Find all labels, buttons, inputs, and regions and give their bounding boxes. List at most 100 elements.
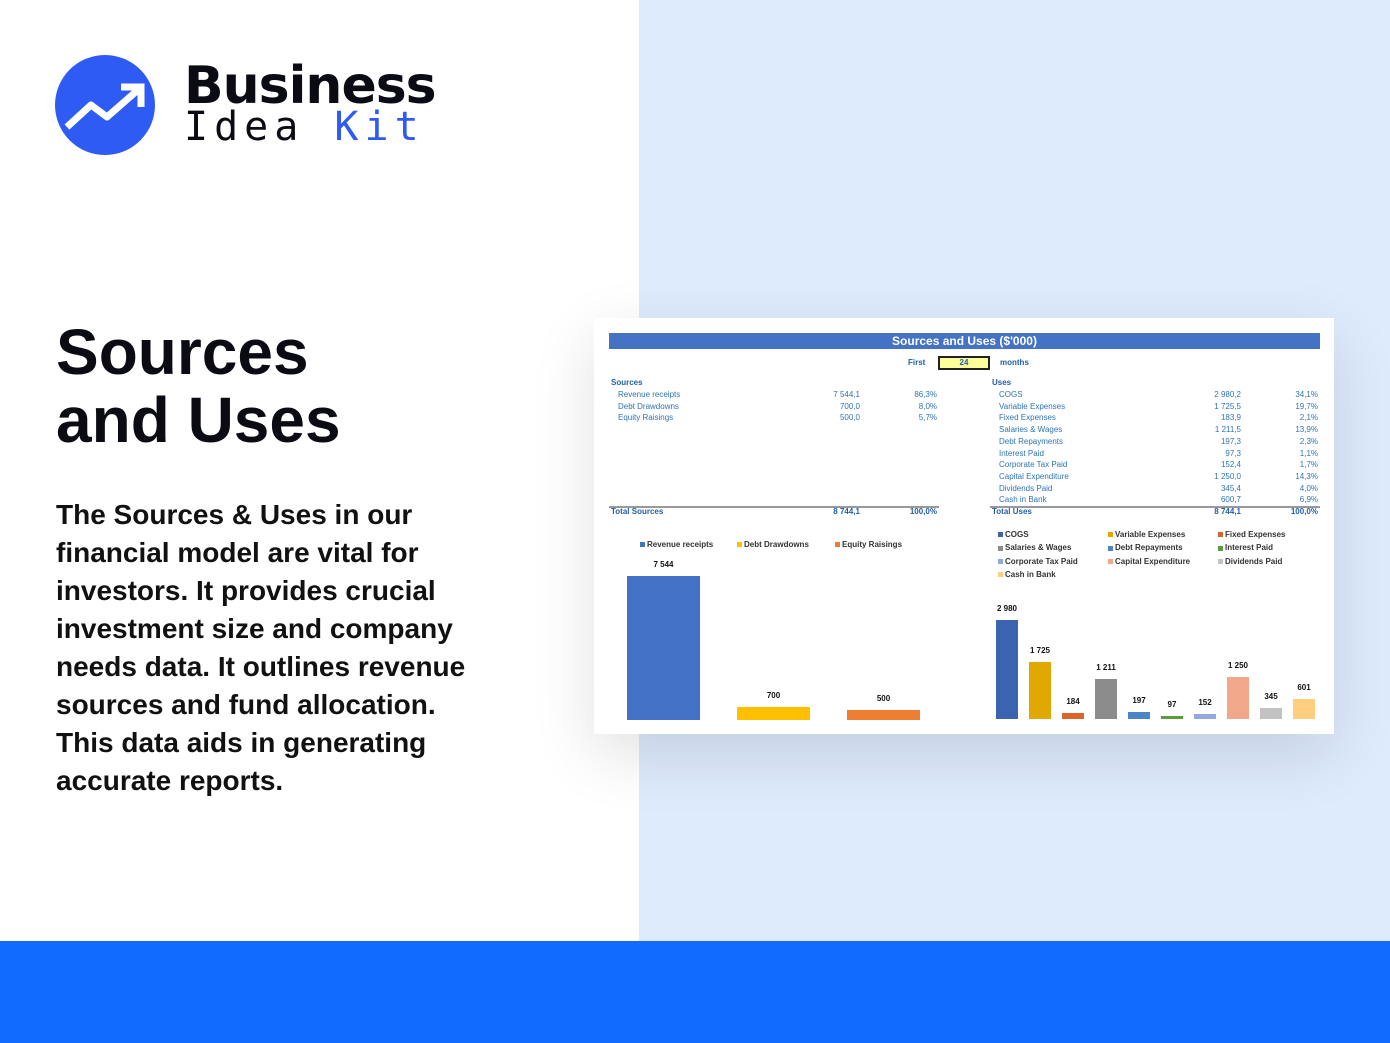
use-row-pct: 2,1% — [1299, 413, 1318, 423]
use-row-pct: 4,0% — [1299, 483, 1318, 493]
total-sources-pct: 100,0% — [909, 507, 937, 516]
bar — [847, 710, 920, 720]
use-row-value: 197,3 — [1220, 436, 1241, 446]
source-row-value: 7 544,1 — [833, 390, 860, 399]
data-label: 601 — [1297, 683, 1311, 693]
logo-chart-icon — [55, 55, 155, 155]
total-sources-label: Total Sources — [611, 507, 664, 516]
legend-label: Dividends Paid — [1225, 556, 1283, 566]
months-label: months — [1000, 358, 1029, 367]
data-label: 345 — [1264, 691, 1278, 701]
use-row-pct: 1,1% — [1299, 448, 1318, 458]
bar — [627, 576, 700, 720]
total-uses-pct: 100,0% — [1290, 507, 1318, 516]
data-label: 197 — [1132, 696, 1146, 706]
legend-item: Variable Expenses — [1108, 530, 1185, 539]
logo-kit: Kit — [334, 104, 425, 150]
spreadsheet-preview: Sources and Uses ($'000) First 24 months… — [594, 318, 1334, 734]
total-sources-value: 8 744,1 — [833, 507, 860, 516]
legend-item: Interest Paid — [1218, 543, 1273, 552]
use-row-label: Dividends Paid — [999, 483, 1053, 493]
legend-label: Variable Expenses — [1115, 530, 1186, 539]
legend-label: Debt Repayments — [1115, 543, 1183, 553]
legend-label: Corporate Tax Paid — [1005, 556, 1078, 566]
logo-idea-kit: Idea Kit — [184, 104, 425, 150]
data-label: 97 — [1167, 699, 1177, 709]
source-row-pct: 86,3% — [914, 390, 937, 399]
use-row-label: Variable Expenses — [999, 401, 1066, 411]
legend-label: Interest Paid — [1225, 543, 1274, 553]
data-label: 2 980 — [996, 604, 1018, 613]
description: The Sources & Uses in our financial mode… — [56, 499, 466, 796]
total-uses-label: Total Uses — [992, 507, 1032, 516]
bar — [996, 620, 1018, 719]
use-row-label: Debt Repayments — [999, 436, 1064, 446]
sheet-header: Sources and Uses ($'000) — [609, 333, 1320, 349]
legend-item: COGS — [998, 530, 1029, 539]
use-row-label: Salaries & Wages — [999, 425, 1063, 435]
use-row-value: 1 211,5 — [1214, 425, 1241, 435]
bar — [1062, 712, 1084, 719]
legend-item: Capital Expenditure — [1108, 557, 1190, 566]
use-row-value: 345,4 — [1220, 483, 1241, 493]
source-row-value: 500,0 — [839, 413, 860, 423]
logo-business: Business — [184, 56, 437, 116]
legend-label: Fixed Expenses — [1225, 530, 1286, 539]
legend-label: Capital Expenditure — [1115, 556, 1191, 566]
data-label: 1 211 — [1096, 662, 1116, 672]
data-label: 1 725 — [1029, 645, 1051, 655]
first-label: First — [908, 358, 926, 367]
use-row-value: 152,4 — [1220, 460, 1241, 470]
use-row-label: Fixed Expenses — [999, 413, 1056, 423]
data-label: 1 250 — [1227, 661, 1249, 671]
legend-item: Cash in Bank — [998, 570, 1056, 579]
use-row-label: COGS — [999, 390, 1023, 399]
title-line-2: and Uses — [56, 384, 341, 456]
months-input[interactable]: 24 — [938, 356, 990, 370]
use-row-value: 1 725,5 — [1214, 401, 1241, 411]
divider — [609, 506, 939, 508]
legend-item: Salaries & Wages — [998, 543, 1071, 552]
sources-heading: Sources — [611, 378, 643, 387]
use-row-value: 183,9 — [1220, 413, 1241, 423]
legend-label: Equity Raisings — [842, 540, 903, 549]
data-label: 500 — [876, 694, 891, 704]
legend-item: Revenue receipts — [640, 540, 713, 549]
use-row-value: 97,3 — [1225, 448, 1241, 458]
data-label: 7 544 — [653, 560, 674, 569]
page-title: Sources and Uses — [56, 318, 341, 454]
total-uses-value: 8 744,1 — [1214, 507, 1241, 516]
legend-label: Debt Drawdowns — [744, 540, 809, 549]
legend-label: COGS — [1005, 530, 1029, 539]
use-row-label: Capital Expenditure — [999, 471, 1069, 481]
use-row-value: 1 250,0 — [1214, 471, 1241, 481]
source-row-pct: 8,0% — [918, 401, 937, 411]
legend-label: Cash in Bank — [1005, 569, 1056, 579]
use-row-pct: 1,7% — [1299, 460, 1318, 470]
source-row-value: 700,0 — [839, 401, 860, 411]
footer-band — [0, 941, 1390, 1043]
use-row-label: Interest Paid — [999, 448, 1044, 458]
bar — [737, 706, 810, 720]
legend-item: Debt Repayments — [1108, 543, 1183, 552]
data-label: 700 — [766, 690, 781, 700]
source-row-label: Equity Raisings — [618, 413, 674, 423]
legend-label: Revenue receipts — [647, 540, 714, 549]
legend-label: Salaries & Wages — [1005, 543, 1072, 553]
data-label: 152 — [1198, 697, 1212, 707]
bar — [1194, 713, 1216, 719]
source-row-label: Debt Drawdowns — [618, 401, 679, 411]
legend-item: Corporate Tax Paid — [998, 557, 1078, 566]
use-row-label: Cash in Bank — [999, 495, 1047, 505]
logo-idea: Idea — [184, 104, 305, 150]
source-row-label: Revenue receipts — [618, 390, 681, 399]
legend-item: Equity Raisings — [835, 540, 902, 549]
uses-heading: Uses — [992, 378, 1012, 387]
use-row-pct: 34,1% — [1295, 390, 1318, 399]
legend-item: Dividends Paid — [1218, 557, 1282, 566]
data-label: 184 — [1066, 696, 1080, 706]
use-row-pct: 6,9% — [1299, 495, 1318, 505]
legend-item: Debt Drawdowns — [737, 540, 809, 549]
bar — [1260, 707, 1282, 719]
use-row-label: Corporate Tax Paid — [999, 460, 1068, 470]
